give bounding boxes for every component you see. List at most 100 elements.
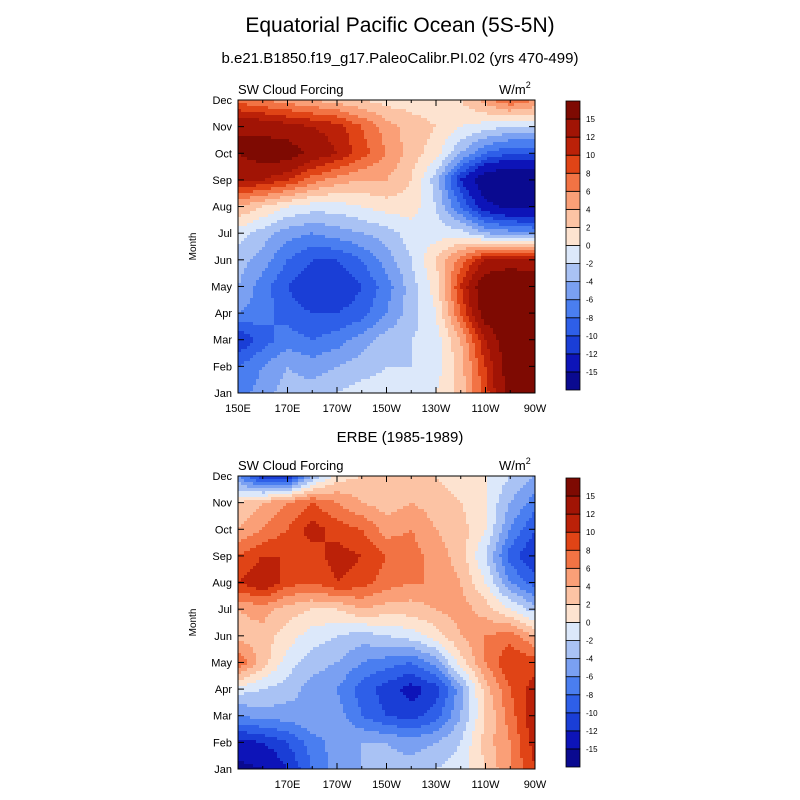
contour-cell xyxy=(391,154,395,158)
contour-cell xyxy=(499,133,503,137)
contour-cell xyxy=(295,124,299,128)
contour-cell xyxy=(340,208,344,212)
contour-cell xyxy=(280,196,284,200)
contour-cell xyxy=(310,241,314,245)
contour-cell xyxy=(313,190,317,194)
contour-cell xyxy=(409,133,413,137)
contour-cell xyxy=(295,181,299,185)
contour-cell xyxy=(310,103,314,107)
contour-cell xyxy=(346,193,350,197)
contour-cell xyxy=(520,148,524,152)
contour-cell xyxy=(310,187,314,191)
contour-cell xyxy=(247,241,251,245)
contour-cell xyxy=(400,100,404,104)
contour-cell xyxy=(475,172,479,176)
contour-cell xyxy=(445,229,449,233)
contour-cell xyxy=(346,118,350,122)
contour-cell xyxy=(394,175,398,179)
contour-cell xyxy=(364,196,368,200)
contour-cell xyxy=(451,220,455,224)
contour-cell xyxy=(262,139,266,143)
contour-cell xyxy=(421,205,425,209)
contour-cell xyxy=(523,226,527,230)
contour-cell xyxy=(334,160,338,164)
contour-cell xyxy=(361,172,365,176)
contour-cell xyxy=(394,130,398,134)
contour-cell xyxy=(370,130,374,134)
contour-cell xyxy=(328,244,332,248)
contour-cell xyxy=(394,154,398,158)
contour-cell xyxy=(301,208,305,212)
contour-cell xyxy=(250,115,254,119)
contour-cell xyxy=(463,202,467,206)
contour-cell xyxy=(472,103,476,107)
contour-cell xyxy=(349,148,353,152)
contour-cell xyxy=(409,241,413,245)
contour-cell xyxy=(286,139,290,143)
contour-cell xyxy=(316,181,320,185)
contour-cell xyxy=(301,223,305,227)
contour-cell xyxy=(439,121,443,125)
contour-cell xyxy=(376,205,380,209)
contour-cell xyxy=(505,133,509,137)
contour-cell xyxy=(328,136,332,140)
contour-cell xyxy=(352,229,356,233)
contour-cell xyxy=(334,136,338,140)
contour-cell xyxy=(361,202,365,206)
contour-cell xyxy=(373,133,377,137)
contour-cell xyxy=(289,229,293,233)
contour-cell xyxy=(286,232,290,236)
contour-cell xyxy=(379,241,383,245)
contour-cell xyxy=(364,115,368,119)
contour-cell xyxy=(286,211,290,215)
contour-cell xyxy=(298,193,302,197)
contour-cell xyxy=(472,127,476,131)
contour-cell xyxy=(331,187,335,191)
contour-cell xyxy=(391,163,395,167)
contour-cell xyxy=(340,247,344,251)
contour-cell xyxy=(523,199,527,203)
contour-cell xyxy=(319,235,323,239)
contour-cell xyxy=(376,223,380,227)
contour-cell xyxy=(406,139,410,143)
contour-cell xyxy=(358,166,362,170)
contour-cell xyxy=(430,121,434,125)
contour-cell xyxy=(286,220,290,224)
contour-cell xyxy=(400,238,404,242)
contour-cell xyxy=(436,178,440,182)
contour-cell xyxy=(445,196,449,200)
contour-cell xyxy=(382,181,386,185)
contour-cell xyxy=(406,142,410,146)
contour-cell xyxy=(241,139,245,143)
contour-cell xyxy=(520,205,524,209)
contour-cell xyxy=(454,217,458,221)
contour-cell xyxy=(517,148,521,152)
contour-cell xyxy=(433,196,437,200)
contour-cell xyxy=(313,139,317,143)
contour-cell xyxy=(361,238,365,242)
contour-cell xyxy=(343,226,347,230)
contour-cell xyxy=(250,142,254,146)
contour-cell xyxy=(292,235,296,239)
contour-cell xyxy=(262,184,266,188)
contour-cell xyxy=(427,130,431,134)
contour-cell xyxy=(520,124,524,128)
contour-cell xyxy=(433,187,437,191)
contour-cell xyxy=(319,208,323,212)
contour-cell xyxy=(331,139,335,143)
contour-cell xyxy=(511,193,515,197)
contour-cell xyxy=(391,118,395,122)
contour-cell xyxy=(343,148,347,152)
contour-cell xyxy=(346,151,350,155)
contour-cell xyxy=(460,163,464,167)
contour-cell xyxy=(247,229,251,233)
contour-cell xyxy=(352,223,356,227)
contour-cell xyxy=(484,241,488,245)
contour-cell xyxy=(451,229,455,233)
contour-cell xyxy=(259,157,263,161)
contour-cell xyxy=(526,148,530,152)
contour-cell xyxy=(445,112,449,116)
contour-cell xyxy=(397,127,401,131)
contour-cell xyxy=(523,115,527,119)
contour-cell xyxy=(358,229,362,233)
